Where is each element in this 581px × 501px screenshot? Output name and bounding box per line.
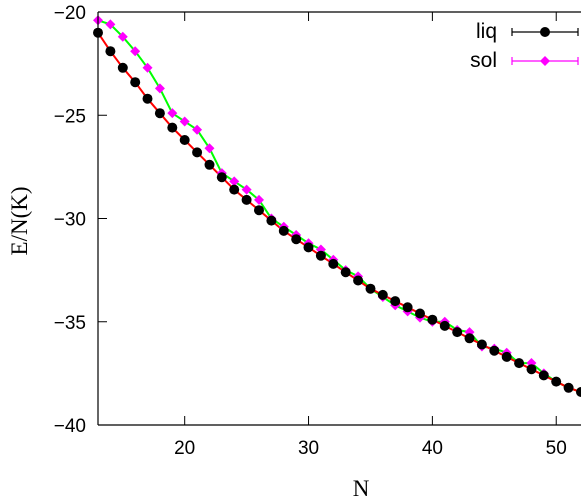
legend-entry-liq: liq	[476, 20, 497, 43]
data-point-liq	[576, 387, 581, 397]
x-tick-label: 30	[298, 438, 319, 459]
data-point-sol	[167, 108, 178, 119]
y-tick-label: −35	[54, 313, 86, 334]
data-point-liq	[439, 320, 450, 331]
data-point-liq	[402, 302, 413, 313]
y-tick-label: −20	[54, 3, 86, 24]
data-point-liq	[142, 93, 153, 104]
data-point-sol	[130, 46, 141, 57]
data-point-liq	[427, 314, 438, 325]
data-point-liq	[452, 327, 463, 338]
data-point-sol	[142, 62, 153, 73]
y-tick-label: −25	[54, 106, 86, 127]
data-point-liq	[514, 358, 525, 369]
data-point-liq	[489, 345, 500, 356]
data-point-liq	[353, 275, 364, 286]
x-tick-label: 50	[546, 438, 567, 459]
data-point-liq	[216, 172, 227, 183]
data-point-liq	[303, 242, 314, 253]
legend-entry-sol: sol	[470, 49, 497, 72]
series-markers	[93, 15, 581, 397]
data-point-liq	[538, 370, 549, 381]
data-point-liq	[204, 159, 215, 170]
legend-label-sol: sol	[470, 49, 497, 72]
x-axis-title: N	[353, 476, 370, 501]
data-point-liq	[315, 250, 326, 261]
x-tick-label: 20	[174, 438, 195, 459]
data-point-liq	[328, 258, 339, 269]
data-point-liq	[291, 234, 302, 245]
data-point-liq	[130, 77, 141, 88]
data-point-sol	[254, 194, 264, 205]
x-tick-label: 40	[422, 438, 443, 459]
legend-label-liq: liq	[476, 20, 497, 43]
y-axis-title: E/N(K)	[7, 187, 32, 256]
data-point-liq	[241, 194, 252, 205]
data-point-liq	[192, 147, 203, 158]
series-line-liq	[97, 32, 581, 393]
legend-sample-marker-sol	[540, 56, 550, 66]
y-tick-label: −40	[54, 416, 86, 437]
data-point-liq	[105, 46, 116, 57]
data-point-liq	[154, 108, 165, 119]
data-point-sol	[179, 116, 190, 127]
data-point-liq	[464, 333, 475, 344]
y-tick-label: −30	[54, 210, 86, 231]
legend: liq sol	[470, 20, 579, 72]
data-point-liq	[476, 339, 487, 350]
data-point-liq	[278, 225, 289, 236]
data-point-sol	[105, 19, 116, 30]
data-point-sol	[229, 176, 240, 187]
data-point-liq	[254, 205, 264, 216]
data-point-liq	[229, 184, 240, 195]
data-point-liq	[340, 267, 351, 278]
data-point-liq	[415, 308, 425, 319]
data-point-liq	[390, 296, 401, 307]
legend-sample-marker-liq	[540, 27, 550, 37]
data-point-sol	[192, 124, 203, 135]
data-point-liq	[563, 382, 574, 393]
data-point-liq	[179, 135, 190, 145]
data-point-sol	[204, 143, 215, 154]
data-point-sol	[154, 83, 165, 94]
axes	[97, 11, 581, 426]
data-point-liq	[266, 215, 277, 226]
data-point-liq	[501, 351, 512, 362]
data-point-liq	[167, 122, 178, 133]
data-point-liq	[526, 364, 537, 375]
tick-labels: −20 −25 −30 −35 −40 20 30 40 50	[54, 3, 567, 459]
series-line-sol	[97, 19, 581, 393]
data-point-liq	[365, 283, 376, 294]
data-point-sol	[117, 31, 128, 42]
data-point-liq	[551, 376, 562, 387]
series-lines	[97, 19, 581, 393]
data-point-liq	[377, 289, 388, 300]
data-point-liq	[117, 62, 128, 73]
data-point-sol	[241, 184, 252, 195]
